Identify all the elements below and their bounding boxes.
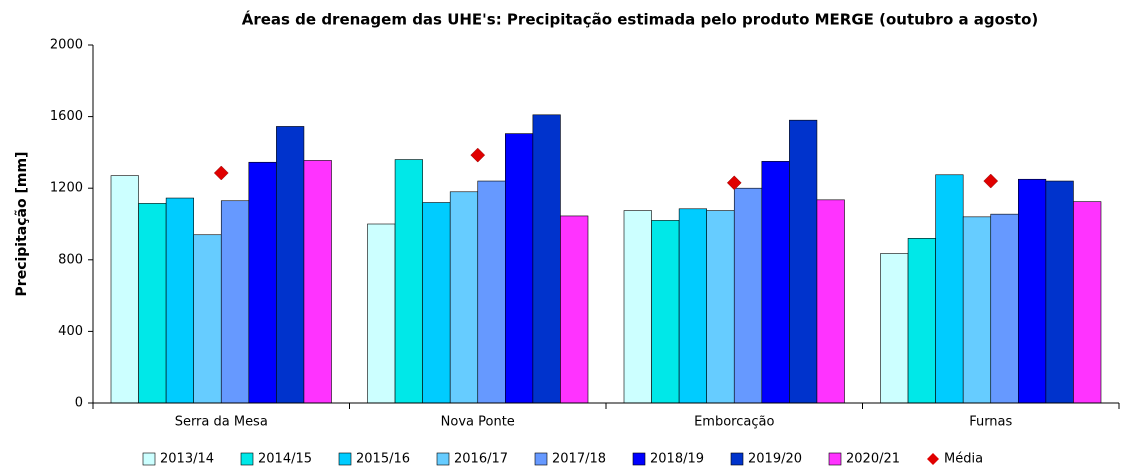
legend-label: 2013/14 [160, 452, 214, 467]
bar [907, 238, 936, 404]
bar [220, 200, 250, 404]
bar [449, 191, 479, 404]
legend-label: Média [944, 452, 983, 467]
marker [213, 165, 229, 181]
legend-marker [927, 453, 939, 465]
bar [505, 133, 534, 404]
legend-label: 2019/20 [748, 452, 802, 467]
legend-swatch [142, 452, 156, 466]
x-tick-label: Nova Ponte [441, 415, 515, 430]
bar [678, 208, 707, 404]
bar [623, 210, 652, 404]
bar [276, 126, 305, 404]
marker [726, 175, 742, 191]
chart-title: Áreas de drenagem das UHE's: Precipitaçã… [242, 10, 1039, 29]
y-axis-label: Precipitação [mm] [14, 152, 30, 297]
marker [470, 147, 486, 163]
legend-swatch [828, 452, 842, 466]
legend-swatch [240, 452, 254, 466]
legend-swatch [338, 452, 352, 466]
bar [935, 174, 964, 404]
bar [962, 216, 992, 404]
bar [110, 175, 139, 404]
legend-label: 2018/19 [650, 452, 704, 467]
marker [983, 173, 999, 189]
bar [303, 160, 332, 404]
bar [789, 119, 818, 404]
bar [1018, 178, 1047, 404]
y-tick-label: 1600 [50, 109, 83, 124]
bar [706, 210, 735, 404]
bar [761, 161, 790, 404]
legend-label: 2020/21 [846, 452, 900, 467]
legend-swatch [436, 452, 450, 466]
legend-swatch [534, 452, 548, 466]
x-tick-label: Furnas [969, 415, 1012, 430]
legend-swatch [632, 452, 646, 466]
bar [1045, 180, 1074, 404]
y-tick-label: 0 [75, 396, 83, 411]
y-tick-label: 800 [58, 252, 83, 267]
legend-swatch [730, 452, 744, 466]
bar [733, 187, 763, 404]
bar [532, 114, 561, 404]
bar [560, 215, 589, 404]
x-tick-label: Emborcação [694, 415, 774, 430]
bar [367, 223, 396, 404]
y-tick-label: 400 [58, 324, 83, 339]
bar [1073, 201, 1102, 404]
bar [816, 199, 845, 404]
bar [651, 220, 680, 404]
legend-label: 2015/16 [356, 452, 410, 467]
bar [422, 202, 451, 404]
y-tick-label: 1200 [50, 181, 83, 196]
bar [138, 203, 167, 404]
bar [477, 180, 506, 404]
bar [990, 213, 1019, 404]
legend-label: 2017/18 [552, 452, 606, 467]
legend-label: 2016/17 [454, 452, 508, 467]
bar [248, 161, 277, 404]
legend-label: 2014/15 [258, 452, 312, 467]
bar [165, 197, 194, 404]
bar [880, 253, 909, 404]
bar [193, 234, 222, 404]
bar [394, 159, 423, 404]
y-tick-label: 2000 [50, 38, 83, 53]
x-tick-label: Serra da Mesa [175, 415, 268, 430]
